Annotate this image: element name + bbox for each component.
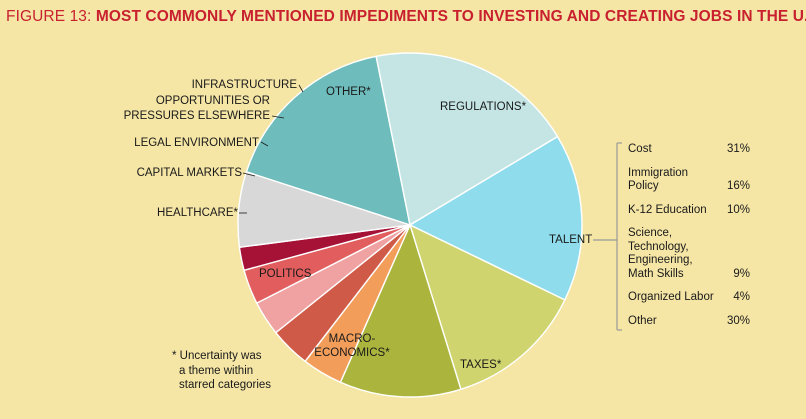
breakdown-label: Cost — [628, 143, 652, 155]
breakdown-row: Organized Labor 4% — [628, 291, 750, 305]
label-legal-environment: LEGAL ENVIRONMENT — [134, 137, 259, 149]
breakdown-row: Science, Technology, Engineering, Math S… — [628, 227, 750, 281]
breakdown-value: 31% — [726, 143, 750, 155]
label-taxes: TAXES* — [460, 359, 502, 371]
breakdown-label: Organized Labor — [628, 291, 714, 303]
pie-slice-politics — [339, 223, 462, 398]
breakdown-row: Cost 31% — [628, 143, 750, 157]
label-healthcare: HEALTHCARE* — [157, 207, 238, 219]
footnote: * Uncertainty was a theme within starred… — [172, 349, 271, 393]
leader-infrastructure — [298, 84, 304, 93]
label-macro-line1: MACRO- — [328, 333, 376, 345]
breakdown-row: K-12 Education 10% — [628, 204, 750, 218]
pie-slice-other — [237, 170, 411, 249]
label-other: OTHER* — [326, 86, 371, 98]
breakdown-value: 16% — [726, 180, 750, 192]
label-macro-line2: ECONOMICS* — [314, 347, 390, 359]
breakdown-value: 30% — [726, 314, 750, 327]
breakdown-row: Immigration Policy 16% — [628, 167, 750, 194]
footnote-line3: starred categories — [179, 379, 272, 391]
footnote-line1: * Uncertainty was — [172, 350, 262, 362]
leader-legal — [260, 141, 269, 147]
label-regulations: REGULATIONS* — [440, 101, 527, 113]
footnote-line2: a theme within — [179, 364, 254, 377]
breakdown-label: Science, Technology, Engineering, Math S… — [628, 227, 693, 280]
breakdown-value: 10% — [726, 203, 750, 216]
label-talent: TALENT — [549, 234, 593, 246]
leader-opportunities — [271, 115, 285, 119]
label-infrastructure: INFRASTRUCTURE — [191, 79, 297, 91]
label-opportunities-line2: PRESSURES ELSEWHERE — [123, 110, 270, 122]
talent-breakdown-list: Cost 31% Immigration Policy 16% K-12 Educati… — [628, 143, 750, 338]
breakdown-value: 9% — [733, 267, 750, 280]
pie-slice-regulations — [245, 55, 411, 227]
breakdown-label: Immigration Policy — [628, 166, 689, 193]
breakdown-label: K-12 Education — [628, 203, 707, 216]
figure-number: FIGURE 13: — [6, 8, 92, 25]
breakdown-label: Other — [628, 314, 657, 327]
label-politics: POLITICS — [259, 268, 312, 280]
label-capital-markets: CAPITAL MARKETS — [136, 167, 242, 179]
pie-slice-taxes — [408, 135, 583, 301]
figure-title: MOST COMMONLY MENTIONED IMPEDIMENTS TO I… — [95, 8, 806, 25]
chart-title: FIGURE 13: MOST COMMONLY MENTIONED IMPED… — [6, 8, 806, 26]
leader-capital — [242, 172, 256, 177]
breakdown-row: Other 30% — [628, 315, 750, 329]
label-opportunities-line1: OPPORTUNITIES OR — [155, 95, 270, 107]
breakdown-value: 4% — [733, 291, 750, 303]
pie-slice-talent — [375, 52, 559, 227]
